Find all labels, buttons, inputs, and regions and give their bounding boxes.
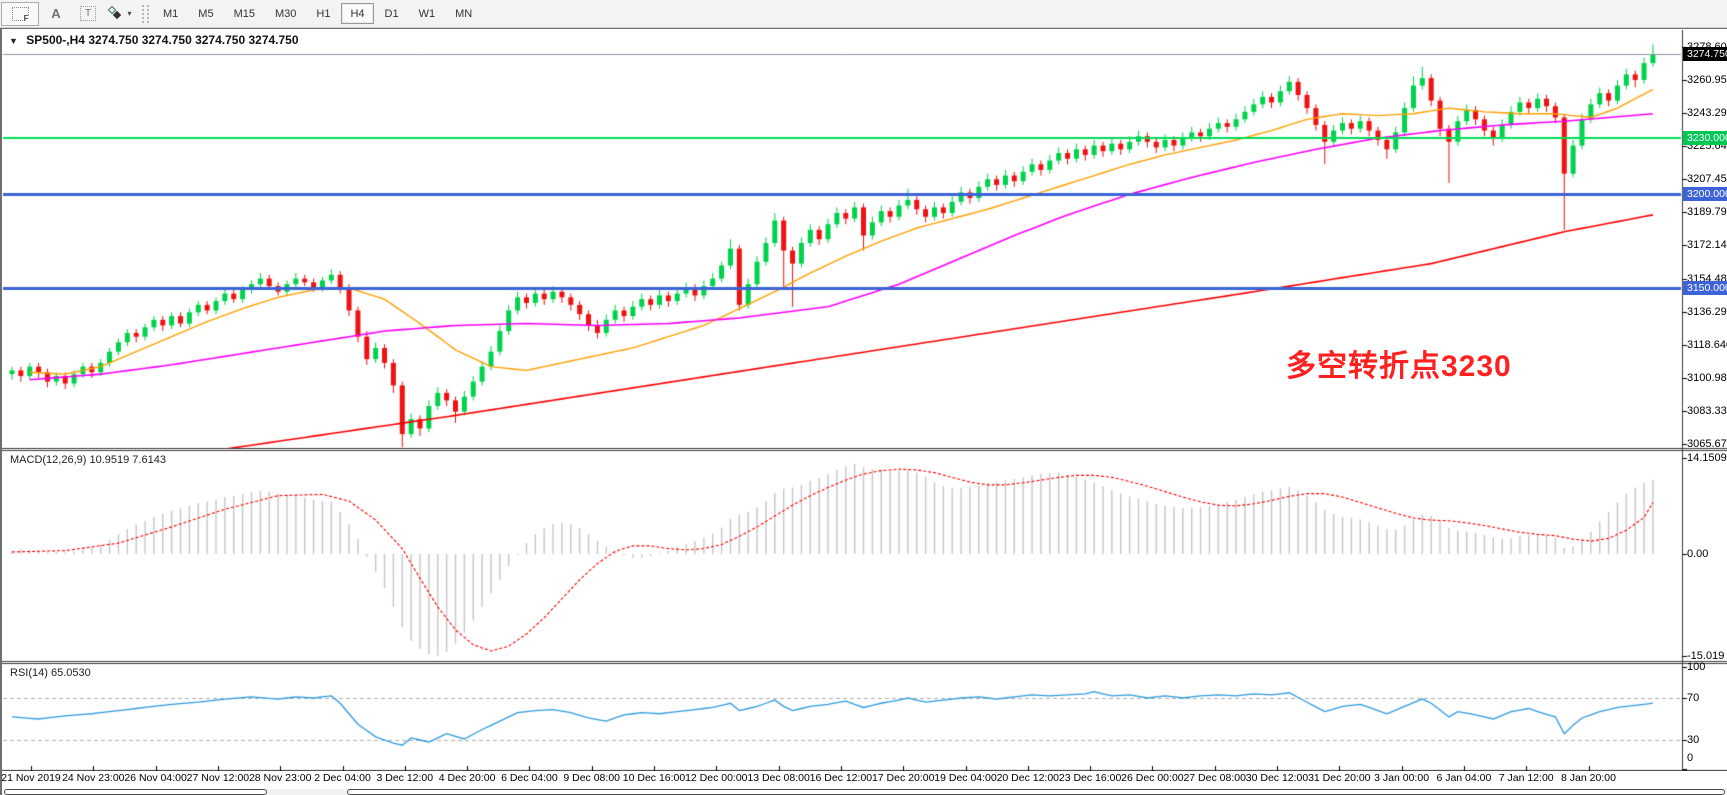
timeframe-button-MN[interactable]: MN	[446, 3, 481, 24]
time-axis-label: 3 Jan 00:00	[1374, 772, 1430, 784]
time-axis-label: 9 Dec 08:00	[563, 772, 620, 784]
time-axis-label: 19 Dec 04:00	[934, 772, 997, 784]
time-axis-label: 8 Jan 20:00	[1561, 772, 1616, 784]
chart-annotation-text: 多空转折点3230	[1286, 350, 1512, 383]
time-axis-label: 3 Dec 12:00	[376, 772, 434, 784]
timeframe-button-W1[interactable]: W1	[410, 3, 445, 24]
style-objects-icon	[108, 5, 123, 20]
toolbar-drag-handle[interactable]	[142, 4, 149, 23]
chart-title: ▼ SP500-,H4 3274.750 3274.750 3274.750 3…	[9, 33, 299, 47]
time-axis-label: 17 Dec 20:00	[871, 772, 935, 784]
toolbar: F A T ▾ M1 M5 M15 M30 H1 H4 D1 W1 MN	[0, 0, 1727, 28]
chevron-down-icon: ▾	[127, 9, 132, 18]
timeframe-button-group: M1 M5 M15 M30 H1 H4 D1 W1 MN	[153, 3, 482, 24]
time-axis-label: 6 Dec 04:00	[501, 772, 558, 784]
time-axis-label: 28 Nov 23:00	[248, 772, 312, 784]
time-axis-label: 12 Dec 00:00	[685, 772, 748, 784]
scrollbar-thumb-right[interactable]	[347, 789, 1725, 795]
text-box-icon: T	[79, 6, 97, 21]
time-axis[interactable]: 21 Nov 2019 24 Nov 23:00 26 Nov 04:00 27 No…	[1, 772, 1727, 788]
timeframe-button-M5[interactable]: M5	[189, 3, 222, 24]
chart-grid-template-button[interactable]: F	[1, 1, 39, 26]
macd-values: 10.9519 7.6143	[89, 454, 166, 466]
timeframe-button-M15[interactable]: M15	[225, 3, 264, 24]
macd-indicator-label: MACD(12,26,9) 10.9519 7.6143	[10, 454, 166, 466]
time-axis-label: 24 Nov 23:00	[62, 772, 125, 784]
time-axis-label: 27 Nov 12:00	[186, 772, 250, 784]
chart-canvas[interactable]	[2, 30, 1727, 771]
time-axis-label: 26 Nov 04:00	[124, 772, 187, 784]
time-axis-label: 21 Nov 2019	[1, 772, 61, 784]
timeframe-button-M1[interactable]: M1	[154, 3, 187, 24]
rsi-indicator-label: RSI(14) 65.0530	[10, 667, 91, 679]
symbol-period-label: SP500-,H4	[26, 33, 85, 47]
text-box-tool-button[interactable]: T	[73, 2, 103, 26]
time-axis-label: 7 Jan 12:00	[1498, 772, 1554, 784]
time-axis-label: 16 Dec 12:00	[809, 772, 873, 784]
time-axis-label: 10 Dec 16:00	[622, 772, 686, 784]
chart-grid-template-icon: F	[11, 6, 29, 23]
timeframe-button-H4[interactable]: H4	[341, 3, 374, 24]
text-label-icon: A	[51, 6, 61, 21]
collapse-triangle-icon[interactable]: ▼	[9, 36, 18, 46]
time-axis-label: 27 Dec 08:00	[1183, 772, 1246, 784]
time-axis-label: 31 Dec 20:00	[1308, 772, 1371, 784]
time-axis-label: 30 Dec 12:00	[1245, 772, 1309, 784]
time-axis-label: 13 Dec 08:00	[747, 772, 810, 784]
chart-window: ▼ SP500-,H4 3274.750 3274.750 3274.750 3…	[0, 28, 1727, 795]
timeframe-button-M30[interactable]: M30	[266, 3, 305, 24]
ohlc-readout: 3274.750 3274.750 3274.750 3274.750	[88, 33, 299, 47]
time-axis-label: 26 Dec 00:00	[1121, 772, 1184, 784]
scrollbar-thumb-left[interactable]	[4, 789, 267, 795]
horizontal-scrollbar	[2, 789, 1727, 795]
timeframe-button-H1[interactable]: H1	[307, 3, 339, 24]
time-axis-label: 6 Jan 04:00	[1436, 772, 1492, 784]
time-axis-label: 20 Dec 12:00	[996, 772, 1060, 784]
timeframe-button-D1[interactable]: D1	[376, 3, 408, 24]
time-axis-label: 4 Dec 20:00	[438, 772, 496, 784]
time-axis-label: 23 Dec 16:00	[1058, 772, 1122, 784]
time-axis-label: 2 Dec 04:00	[314, 772, 371, 784]
text-label-tool-button[interactable]: A	[41, 2, 71, 26]
style-objects-dropdown-button[interactable]: ▾	[105, 2, 135, 26]
rsi-value: 65.0530	[50, 667, 91, 679]
